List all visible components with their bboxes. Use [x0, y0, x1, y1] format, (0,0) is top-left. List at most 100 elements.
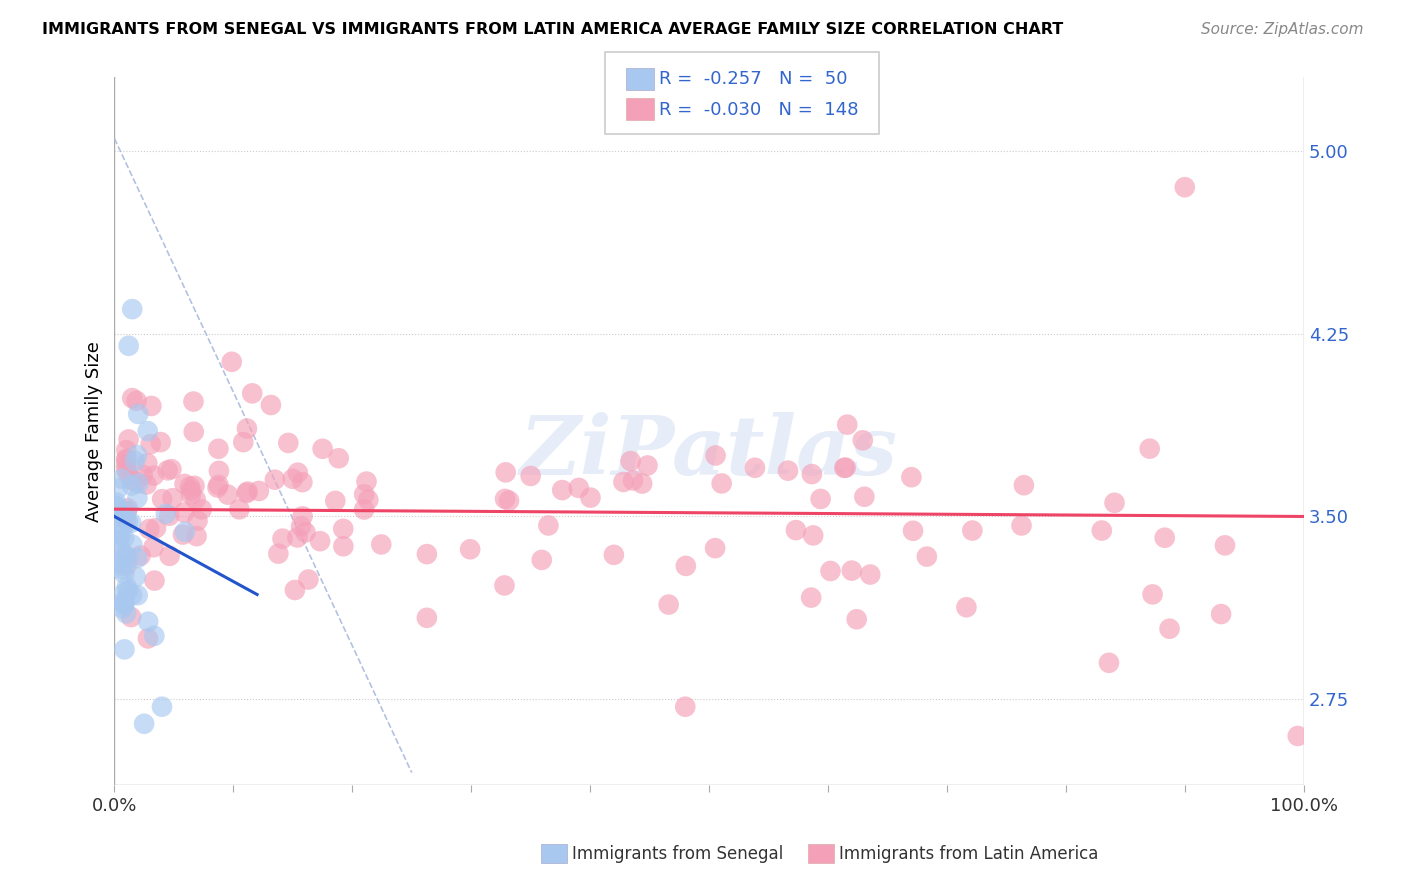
Point: [121, 478, 143, 492]
Point: [121, 391, 143, 405]
Point: [117, 501, 139, 516]
Point: [115, 607, 138, 621]
Point: [159, 549, 181, 563]
Point: [114, 598, 136, 612]
Point: [127, 588, 149, 602]
Point: [1142, 587, 1164, 601]
Point: [845, 612, 868, 626]
Point: [631, 476, 654, 491]
Point: [124, 454, 146, 468]
Point: [291, 475, 314, 490]
Point: [612, 475, 634, 489]
Text: IMMIGRANTS FROM SENEGAL VS IMMIGRANTS FROM LATIN AMERICA AVERAGE FAMILY SIZE COR: IMMIGRANTS FROM SENEGAL VS IMMIGRANTS FR…: [42, 22, 1063, 37]
Point: [207, 442, 229, 456]
Point: [416, 547, 439, 561]
Point: [621, 474, 644, 488]
Point: [105, 495, 128, 509]
Point: [115, 580, 138, 594]
Point: [328, 451, 350, 466]
Point: [853, 490, 876, 504]
Point: [800, 591, 823, 605]
Point: [498, 493, 520, 508]
Point: [356, 475, 378, 489]
Point: [1174, 180, 1197, 194]
Point: [117, 584, 139, 599]
Point: [962, 524, 984, 538]
Point: [111, 601, 134, 615]
Point: [704, 449, 727, 463]
Point: [955, 600, 977, 615]
Point: [183, 425, 205, 439]
Point: [114, 642, 136, 657]
Text: R =  -0.030   N =  148: R = -0.030 N = 148: [659, 101, 859, 119]
Point: [115, 513, 138, 527]
Point: [704, 541, 727, 556]
Point: [118, 339, 141, 353]
Point: [323, 494, 346, 508]
Point: [1286, 729, 1309, 743]
Point: [357, 492, 380, 507]
Point: [121, 538, 143, 552]
Point: [416, 611, 439, 625]
Point: [710, 476, 733, 491]
Text: Immigrants from Senegal: Immigrants from Senegal: [572, 845, 783, 863]
Point: [110, 527, 132, 541]
Point: [112, 597, 135, 611]
Point: [1098, 656, 1121, 670]
Point: [353, 502, 375, 516]
Point: [112, 586, 135, 600]
Point: [603, 548, 626, 562]
Point: [236, 421, 259, 435]
Point: [207, 478, 229, 492]
Point: [837, 417, 859, 432]
Point: [121, 473, 143, 487]
Point: [370, 537, 392, 551]
Point: [127, 448, 149, 462]
Point: [150, 492, 173, 507]
Point: [297, 573, 319, 587]
Point: [172, 527, 194, 541]
Point: [852, 434, 875, 448]
Point: [142, 468, 165, 483]
Point: [141, 399, 163, 413]
Point: [236, 484, 259, 499]
Point: [1213, 538, 1236, 552]
Text: R =  -0.257   N =  50: R = -0.257 N = 50: [659, 70, 848, 88]
Point: [179, 480, 201, 494]
Point: [125, 475, 148, 489]
Point: [801, 528, 824, 542]
Point: [110, 562, 132, 576]
Point: [800, 467, 823, 481]
Point: [115, 462, 138, 476]
Point: [127, 407, 149, 421]
Point: [180, 483, 202, 498]
Point: [114, 548, 136, 562]
Point: [1153, 531, 1175, 545]
Point: [162, 491, 184, 506]
Point: [127, 491, 149, 505]
Point: [173, 506, 195, 520]
Y-axis label: Average Family Size: Average Family Size: [86, 341, 103, 522]
Text: Immigrants from Latin America: Immigrants from Latin America: [839, 845, 1098, 863]
Point: [110, 523, 132, 537]
Point: [173, 476, 195, 491]
Point: [208, 464, 231, 478]
Point: [658, 598, 681, 612]
Point: [260, 398, 283, 412]
Point: [115, 558, 138, 573]
Point: [915, 549, 938, 564]
Point: [115, 458, 138, 472]
Point: [118, 551, 141, 566]
Point: [180, 487, 202, 501]
Point: [127, 476, 149, 491]
Point: [235, 486, 257, 500]
Point: [108, 539, 131, 553]
Point: [519, 469, 541, 483]
Point: [107, 482, 129, 496]
Point: [115, 504, 138, 518]
Point: [458, 542, 481, 557]
Point: [112, 531, 135, 545]
Point: [264, 473, 287, 487]
Point: [221, 355, 243, 369]
Point: [143, 629, 166, 643]
